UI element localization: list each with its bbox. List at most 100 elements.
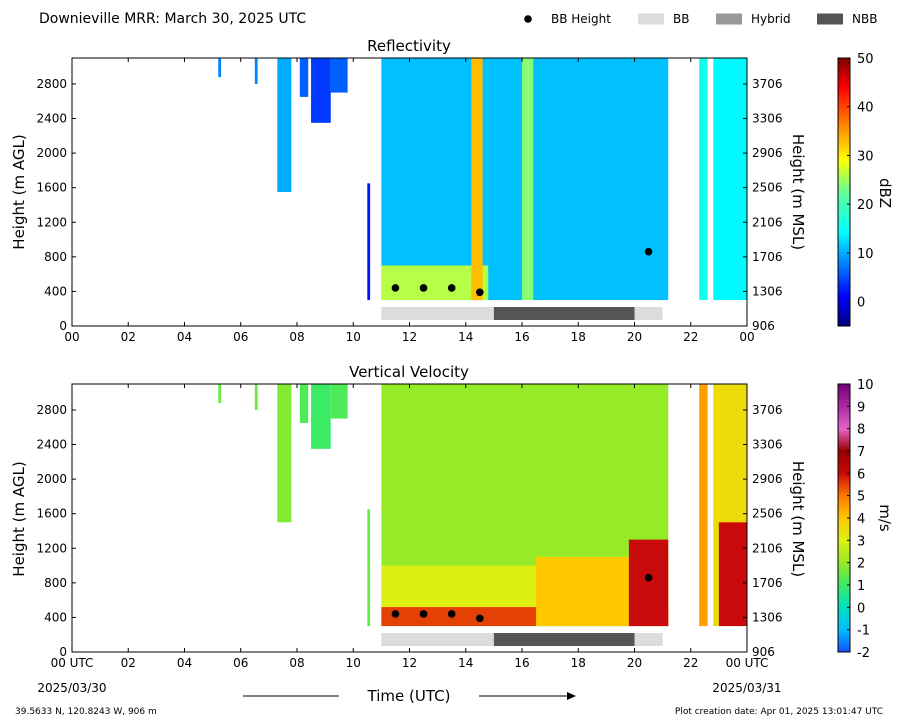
reflectivity-echo-region xyxy=(218,58,222,78)
bb-height-marker xyxy=(644,247,653,256)
colorbar-tick-label: 40 xyxy=(857,101,874,116)
colorbar-tick-label: 9 xyxy=(857,400,865,415)
x-tick-label: 22 xyxy=(683,330,698,344)
x-tick-label: 10 xyxy=(346,656,361,670)
colorbar-gradient xyxy=(837,57,851,327)
reflectivity-echo-region xyxy=(330,58,348,93)
reflectivity-y-axis-label: Height (m AGL) xyxy=(10,134,28,249)
bright-band-type-bar-bb xyxy=(634,633,663,646)
colorbar-tick-label: 5 xyxy=(857,490,865,505)
y2-tick-label: 2506 xyxy=(752,181,783,195)
x-tick-label: 04 xyxy=(177,656,192,670)
x-tick-label: 18 xyxy=(571,656,586,670)
colorbar-tick-label: 30 xyxy=(857,149,874,164)
reflectivity-y2-axis-label: Height (m MSL) xyxy=(789,134,807,250)
y2-tick-label: 2106 xyxy=(752,541,783,555)
x-tick-label: 16 xyxy=(514,330,529,344)
y2-tick-label: 1306 xyxy=(752,610,783,624)
y2-tick-label: 3706 xyxy=(752,77,783,91)
x-tick-label: 06 xyxy=(233,656,248,670)
station-location: 39.5633 N, 120.8243 W, 906 m xyxy=(15,707,157,717)
reflectivity-echo-region xyxy=(299,58,309,97)
echo-field xyxy=(218,384,747,627)
legend-bb-label: BB xyxy=(673,12,689,26)
colorbar-tick-label: 10 xyxy=(857,378,874,393)
y2-tick-label: 2506 xyxy=(752,507,783,521)
colorbar-tick-label: 6 xyxy=(857,467,865,482)
y2-tick-label: 2906 xyxy=(752,146,783,160)
reflectivity-colorbar-label: dBZ xyxy=(876,178,894,208)
x-tick-label: 08 xyxy=(289,330,304,344)
legend-hybrid-swatch xyxy=(716,13,742,25)
y2-tick-label: 3706 xyxy=(752,403,783,417)
x-tick-label: 14 xyxy=(458,330,473,344)
y-tick-label: 2400 xyxy=(36,438,67,452)
y2-tick-label: 1706 xyxy=(752,576,783,590)
y2-tick-label: 906 xyxy=(752,319,775,333)
velocity-echo-region xyxy=(367,509,371,627)
colorbar-tick-label: 2 xyxy=(857,557,865,572)
y2-tick-label: 1706 xyxy=(752,250,783,264)
y-tick-label: 1200 xyxy=(36,215,67,229)
colorbar-tick-label: 10 xyxy=(857,247,874,262)
x-tick-label: 00 xyxy=(64,330,79,344)
y-tick-label: 0 xyxy=(59,319,67,333)
x-tick-label: 06 xyxy=(233,330,248,344)
colorbar-tick-label: 0 xyxy=(857,601,865,616)
y2-tick-label: 2106 xyxy=(752,215,783,229)
reflectivity-echo-region xyxy=(522,58,534,301)
y2-tick-label: 3306 xyxy=(752,438,783,452)
velocity-echo-region xyxy=(718,522,747,627)
velocity-echo-region xyxy=(254,384,258,410)
colorbar-tick-label: -1 xyxy=(857,624,870,639)
x-tick-label: 14 xyxy=(458,656,473,670)
colorbar-tick-label: 20 xyxy=(857,198,874,213)
bright-band-type-bar-bb xyxy=(381,307,494,320)
x-tick-label: 20 xyxy=(627,330,642,344)
velocity-panel-title: Vertical Velocity xyxy=(349,363,469,381)
y-tick-label: 800 xyxy=(44,250,67,264)
colorbar-tick-label: 50 xyxy=(857,52,874,67)
x-tick-label: 16 xyxy=(514,656,529,670)
legend: BB Height BB Hybrid NBB xyxy=(524,12,877,26)
colorbar-tick-label: -2 xyxy=(857,646,870,661)
velocity-y2-axis-label: Height (m MSL) xyxy=(789,461,807,577)
x-tick-date-start: 2025/03/30 xyxy=(37,681,106,695)
bb-height-marker xyxy=(391,284,400,292)
velocity-echo-region xyxy=(330,384,348,419)
y-tick-label: 1200 xyxy=(36,541,67,555)
legend-bb-height-label: BB Height xyxy=(551,12,611,26)
plot-creation-date: Plot creation date: Apr 01, 2025 13:01:4… xyxy=(675,707,883,717)
bb-height-marker xyxy=(476,288,484,297)
velocity-panel: 00 UTC 02 04 06 08 10 12 14 16 18 20 22 00 UTC 2025/0… xyxy=(36,383,783,695)
x-tick-label: 22 xyxy=(683,656,698,670)
velocity-echo-region xyxy=(299,384,309,423)
legend-bb-swatch xyxy=(638,13,664,25)
bright-band-type-bar-bb xyxy=(381,633,494,646)
legend-hybrid-label: Hybrid xyxy=(751,12,791,26)
x-tick-label: 00 UTC xyxy=(726,656,769,670)
y2-tick-label: 906 xyxy=(752,645,775,659)
reflectivity-echo-region xyxy=(367,183,371,301)
velocity-y-axis-label: Height (m AGL) xyxy=(10,461,28,576)
y-tick-label: 0 xyxy=(59,645,67,659)
y-tick-label: 2000 xyxy=(36,472,67,486)
y2-tick-label: 3306 xyxy=(752,112,783,126)
bright-band-type-bar-nbb xyxy=(493,633,635,646)
x-tick-date-end: 2025/03/31 xyxy=(712,681,781,695)
y-tick-label: 1600 xyxy=(36,181,67,195)
bright-band-type-bar-bb xyxy=(634,307,663,320)
x-tick-label: 20 xyxy=(627,656,642,670)
colorbar-tick-label: 1 xyxy=(857,579,865,594)
x-tick-label: 18 xyxy=(571,330,586,344)
y-tick-label: 400 xyxy=(44,610,67,624)
x-axis-label: Time (UTC) xyxy=(367,687,451,705)
x-tick-label: 04 xyxy=(177,330,192,344)
reflectivity-panel: 00 02 04 06 08 10 12 14 16 18 20 22 0004008001200160… xyxy=(36,57,783,344)
x-axis-arrowhead xyxy=(567,692,576,700)
y-tick-label: 2800 xyxy=(36,77,67,91)
reflectivity-echo-region xyxy=(699,58,708,301)
y-tick-label: 800 xyxy=(44,576,67,590)
x-tick-label: 02 xyxy=(121,330,136,344)
